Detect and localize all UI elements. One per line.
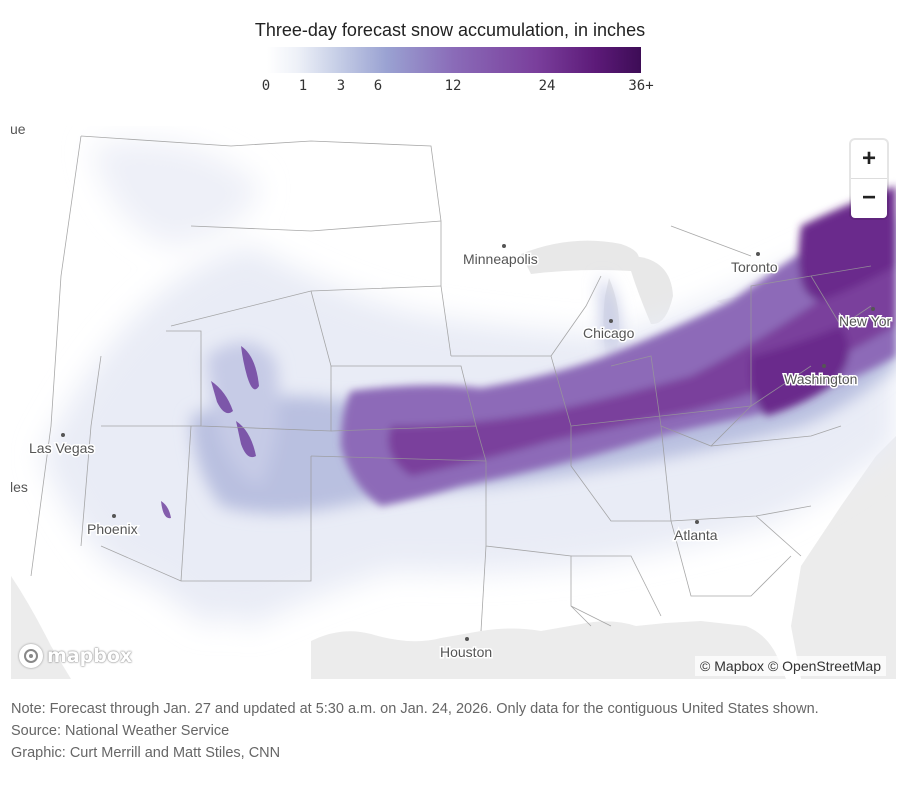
city-label-las-vegas: Las Vegas xyxy=(29,440,94,456)
city-label-houston: Houston xyxy=(440,644,492,660)
city-dot-toronto xyxy=(756,252,760,256)
city-dot-minneapolis xyxy=(502,244,506,248)
city-label-minneapolis: Minneapolis xyxy=(463,251,538,267)
source-credit: Source: National Weather Service xyxy=(11,723,230,739)
city-label-new-york: New Yor xyxy=(839,313,891,329)
city-label-atlanta: Atlanta xyxy=(674,527,718,543)
legend-tick-24: 24 xyxy=(538,78,556,94)
atlantic-ocean xyxy=(791,436,896,679)
gulf-of-mexico xyxy=(311,621,786,679)
notes-block: Note: Forecast through Jan. 27 and updat… xyxy=(11,698,896,764)
legend-tick-3: 3 xyxy=(336,78,346,94)
zoom-in-button[interactable]: + xyxy=(851,140,887,179)
city-label-los-angeles-partial: les xyxy=(11,479,28,495)
mapbox-logo[interactable]: mapbox xyxy=(19,644,132,668)
snow-map[interactable]: Minneapolis Toronto Chicago New Yor Wash… xyxy=(11,126,896,679)
mapbox-logo-icon xyxy=(19,644,43,668)
map-title: Three-day forecast snow accumulation, in… xyxy=(254,20,646,40)
city-dot-atlanta xyxy=(695,520,699,524)
city-dot-las-vegas xyxy=(61,433,65,437)
city-dot-houston xyxy=(465,637,469,641)
legend-tick-0: 0 xyxy=(261,78,271,94)
city-dot-washington xyxy=(822,364,826,368)
state-borders xyxy=(30,135,872,632)
city-label-toronto: Toronto xyxy=(731,259,778,275)
lake-superior xyxy=(521,240,639,274)
city-label-washington: Washington xyxy=(784,371,857,387)
city-dot-chicago xyxy=(609,319,613,323)
zoom-out-button[interactable]: − xyxy=(861,184,876,211)
rockies-heavy-snow xyxy=(161,346,259,519)
zoom-control: + − xyxy=(851,140,887,218)
legend-tick-1: 1 xyxy=(298,78,308,94)
map-attribution[interactable]: © Mapbox © OpenStreetMap xyxy=(695,656,886,676)
snow-legend-colorbar xyxy=(267,47,641,73)
city-dot-new-york xyxy=(871,307,875,311)
legend-tick-36: 36+ xyxy=(628,78,654,94)
city-dot-phoenix xyxy=(112,514,116,518)
legend-tick-6: 6 xyxy=(373,78,383,94)
mapbox-logo-text: mapbox xyxy=(47,645,133,667)
city-label-chicago: Chicago xyxy=(583,325,635,341)
city-label-phoenix: Phoenix xyxy=(87,521,138,537)
city-markers xyxy=(61,244,875,641)
forecast-note: Note: Forecast through Jan. 27 and updat… xyxy=(11,701,819,717)
lake-huron xyxy=(631,256,673,325)
legend-tick-12: 12 xyxy=(444,78,462,94)
graphic-credit: Graphic: Curt Merrill and Matt Stiles, C… xyxy=(11,745,281,761)
city-label-seattle-partial: ue xyxy=(11,126,26,137)
